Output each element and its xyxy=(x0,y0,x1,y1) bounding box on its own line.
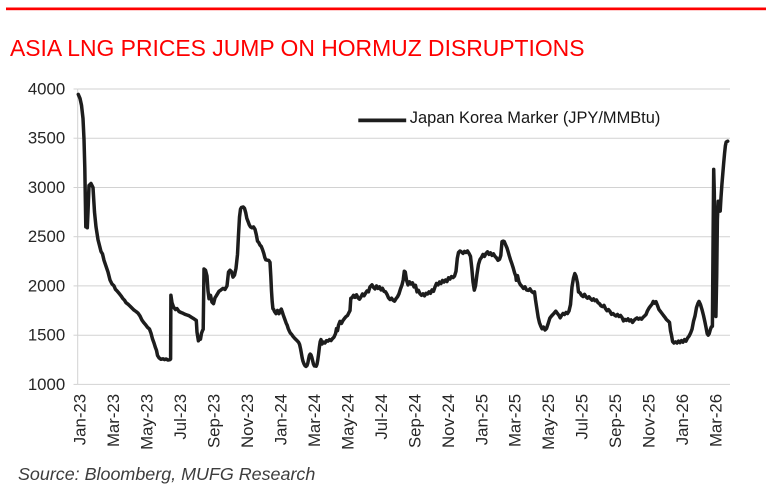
svg-text:May-24: May-24 xyxy=(338,394,357,450)
svg-text:May-23: May-23 xyxy=(138,394,157,450)
svg-text:4000: 4000 xyxy=(28,80,65,99)
svg-text:Source: Bloomberg, MUFG Resear: Source: Bloomberg, MUFG Research xyxy=(18,464,315,484)
svg-text:Jan-24: Jan-24 xyxy=(271,394,290,445)
svg-text:Mar-26: Mar-26 xyxy=(707,394,726,447)
svg-text:Japan Korea Marker (JPY/MMBtu): Japan Korea Marker (JPY/MMBtu) xyxy=(410,109,661,127)
svg-text:3000: 3000 xyxy=(28,178,65,197)
svg-text:Mar-25: Mar-25 xyxy=(506,394,525,447)
svg-text:2500: 2500 xyxy=(28,227,65,246)
svg-text:Nov-25: Nov-25 xyxy=(640,394,659,448)
svg-text:Nov-23: Nov-23 xyxy=(238,394,257,448)
svg-text:Jul-23: Jul-23 xyxy=(171,394,190,440)
svg-text:1000: 1000 xyxy=(28,375,65,394)
svg-text:Mar-24: Mar-24 xyxy=(305,394,324,447)
svg-text:ASIA LNG PRICES JUMP ON HORMUZ: ASIA LNG PRICES JUMP ON HORMUZ DISRUPTIO… xyxy=(10,35,584,61)
svg-text:Jan-23: Jan-23 xyxy=(71,394,90,445)
svg-text:Sep-23: Sep-23 xyxy=(204,394,223,448)
svg-text:1500: 1500 xyxy=(28,326,65,345)
svg-text:May-25: May-25 xyxy=(539,394,558,450)
svg-text:Nov-24: Nov-24 xyxy=(439,394,458,448)
svg-text:Jan-26: Jan-26 xyxy=(673,394,692,445)
svg-text:Jul-25: Jul-25 xyxy=(573,394,592,440)
svg-text:Jul-24: Jul-24 xyxy=(372,394,391,440)
svg-text:Jan-25: Jan-25 xyxy=(472,394,491,445)
svg-text:Sep-24: Sep-24 xyxy=(405,394,424,448)
svg-text:2000: 2000 xyxy=(28,276,65,295)
svg-text:3500: 3500 xyxy=(28,129,65,148)
svg-text:Sep-25: Sep-25 xyxy=(606,394,625,448)
svg-text:Mar-23: Mar-23 xyxy=(104,394,123,447)
